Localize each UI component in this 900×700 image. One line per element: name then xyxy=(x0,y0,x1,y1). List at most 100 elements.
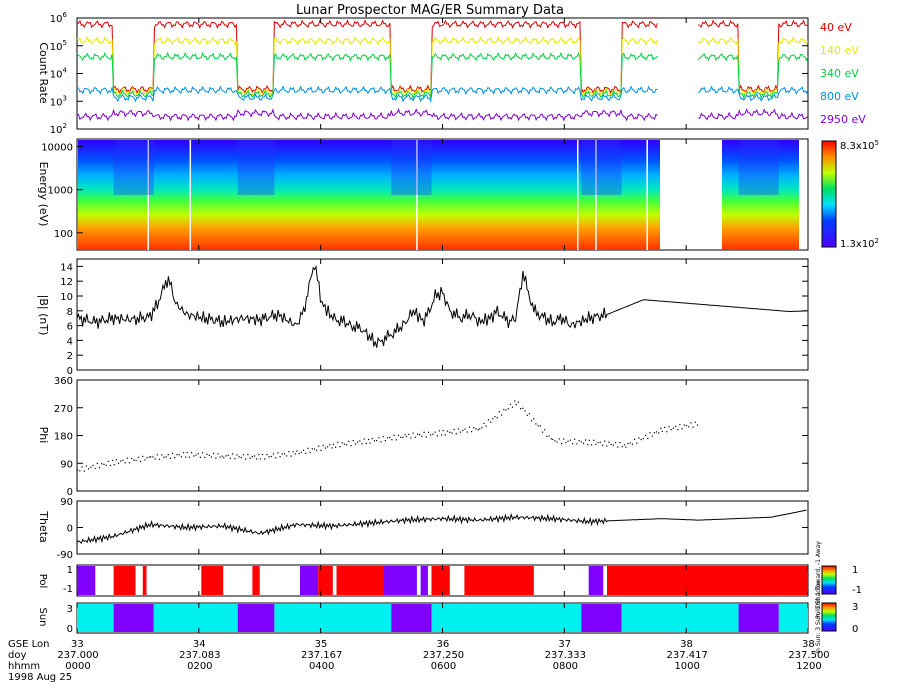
phi-point xyxy=(425,436,427,438)
phi-point xyxy=(256,458,258,460)
phi-point xyxy=(172,452,174,454)
phi-point xyxy=(294,453,296,455)
phi-point xyxy=(373,440,375,442)
sun-segment xyxy=(778,604,808,632)
phi-point xyxy=(681,428,683,430)
bmag-ytick-label: 6 xyxy=(67,322,73,333)
xtick-lon-label: 38 xyxy=(802,639,815,650)
sun-segment xyxy=(274,604,392,632)
phi-point xyxy=(404,433,406,436)
phi-point xyxy=(178,454,180,456)
phi-point xyxy=(656,431,658,433)
phi-point xyxy=(453,428,455,431)
sun-segment xyxy=(738,604,779,632)
phi-point xyxy=(585,439,587,441)
phi-point xyxy=(649,432,651,434)
phi-point xyxy=(176,454,178,456)
phi-point xyxy=(292,451,294,453)
phi-point xyxy=(677,428,679,431)
bmag-panel: |B| (nT) 0 2 4 6 8 10 12 14 xyxy=(37,262,808,377)
count-rate-panel: Count Rate 102 103 104 105 106 40 eV 140 eV 34… xyxy=(37,11,866,136)
sun-segment xyxy=(431,604,582,632)
pol-segment xyxy=(464,566,534,595)
phi-point xyxy=(466,431,468,433)
phi-point xyxy=(96,462,98,464)
pol-segment xyxy=(588,566,604,595)
phi-point xyxy=(253,455,256,457)
phi-point xyxy=(90,466,92,468)
phi-point xyxy=(98,466,101,469)
pol-segment xyxy=(300,566,319,595)
phi-point xyxy=(313,448,315,450)
phi-point xyxy=(528,413,530,415)
pol-segment xyxy=(77,566,96,595)
phi-point xyxy=(307,447,309,449)
phi-point xyxy=(582,442,585,444)
phi-point xyxy=(185,456,187,458)
count-rate-ytick-label: 104 xyxy=(50,67,68,81)
phi-point xyxy=(193,455,195,457)
phi-point xyxy=(531,420,533,422)
phi-point xyxy=(268,456,270,458)
phi-point xyxy=(245,458,247,460)
phi-point xyxy=(275,457,277,459)
phi-point xyxy=(341,442,343,444)
phi-point xyxy=(563,438,565,440)
phi-point xyxy=(124,462,126,464)
phi-point xyxy=(266,454,268,456)
xtick-lon-label: 34 xyxy=(193,639,206,650)
phi-point xyxy=(405,435,408,437)
pol-colorbar-tick: 1 xyxy=(852,565,858,576)
phi-point xyxy=(511,406,514,408)
phi-point xyxy=(363,438,365,440)
phi-point xyxy=(103,463,105,465)
phi-point xyxy=(300,451,302,453)
phi-point xyxy=(258,454,260,456)
bmag-ytick-label: 12 xyxy=(60,277,73,288)
phi-point xyxy=(331,447,333,449)
phi-point xyxy=(365,442,367,444)
pol-segment xyxy=(384,566,417,595)
phi-point xyxy=(369,442,371,444)
phi-point xyxy=(688,426,690,428)
phi-point xyxy=(539,425,541,427)
spectrogram-shadow-band xyxy=(237,140,275,195)
bmag-ytick-label: 0 xyxy=(67,366,73,377)
phi-point xyxy=(487,419,489,421)
xtick-doy-label: 237.167 xyxy=(301,650,342,661)
phi-point xyxy=(77,469,79,471)
pol-segment xyxy=(201,566,224,595)
phi-point xyxy=(505,409,507,411)
phi-point xyxy=(142,455,144,457)
phi-point xyxy=(195,454,197,456)
phi-point xyxy=(361,443,363,445)
phi-point xyxy=(305,452,307,454)
energy-spectrogram-panel: Energy (eV) 10000 1000 100 8.3x105 1.3x102 xyxy=(37,139,879,250)
phi-point xyxy=(131,457,133,460)
phi-point xyxy=(117,462,120,464)
spectrogram-shadow-band xyxy=(738,140,779,195)
phi-point xyxy=(464,428,466,430)
phi-point xyxy=(544,429,546,431)
phi-point xyxy=(232,453,234,455)
phi-point xyxy=(227,454,229,456)
phi-point xyxy=(587,444,589,446)
count-rate-series-line xyxy=(698,36,809,96)
theta-ytick-label: 90 xyxy=(60,497,73,508)
phi-point xyxy=(402,436,404,438)
phi-ytick-label: 0 xyxy=(67,487,73,498)
phi-point xyxy=(219,456,221,458)
phi-point xyxy=(661,430,663,432)
theta-ylabel: Theta xyxy=(37,510,50,543)
phi-point xyxy=(537,425,539,427)
phi-point xyxy=(144,459,146,461)
theta-series-line xyxy=(76,509,807,544)
xtick-doy-label: 237.083 xyxy=(179,650,220,661)
count-rate-series-line xyxy=(698,85,809,102)
phi-point xyxy=(588,439,590,441)
phi-point xyxy=(597,442,599,444)
phi-point xyxy=(367,438,370,441)
phi-ylabel: Phi xyxy=(37,427,50,444)
phi-point xyxy=(204,456,206,458)
phi-ytick-label: 360 xyxy=(54,376,73,387)
